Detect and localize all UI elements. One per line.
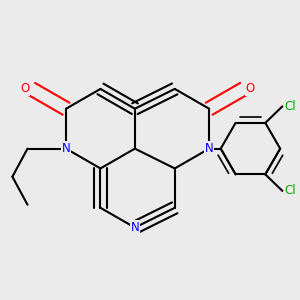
Text: O: O <box>246 82 255 95</box>
Text: O: O <box>20 82 29 95</box>
Text: Cl: Cl <box>285 100 296 113</box>
Text: N: N <box>130 221 139 234</box>
Text: N: N <box>205 142 214 155</box>
Text: Cl: Cl <box>285 184 296 197</box>
Text: N: N <box>62 142 70 155</box>
